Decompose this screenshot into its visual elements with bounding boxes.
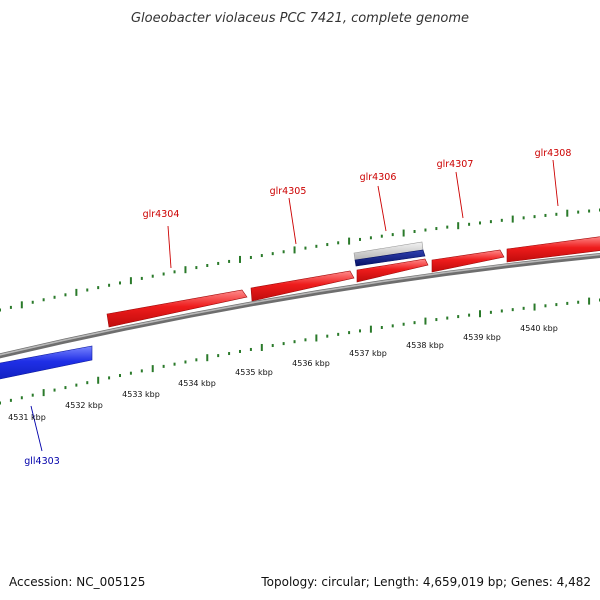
tick-label: 4534 kbp: [178, 379, 216, 388]
tick-label: 4531 kbp: [8, 413, 46, 422]
tick-label: 4537 kbp: [349, 349, 387, 358]
gene-glr4307[interactable]: [431, 249, 505, 273]
page-title: Gloeobacter violaceus PCC 7421, complete…: [131, 11, 469, 26]
gene-glr4306[interactable]: [353, 241, 426, 267]
gene-glr4306-forward[interactable]: [356, 258, 429, 283]
gene-label-glr4306: glr4306: [360, 172, 397, 183]
tick-label: 4539 kbp: [463, 333, 501, 342]
genome-backbone: [0, 252, 600, 359]
gene-glr4304[interactable]: [106, 289, 248, 328]
gene-glr4305[interactable]: [250, 270, 355, 302]
tick-label: 4532 kbp: [65, 401, 103, 410]
inner-tick-row: [0, 297, 600, 405]
gene-label-glr4305: glr4305: [270, 186, 307, 197]
tick-label: 4540 kbp: [520, 324, 558, 333]
gene-label-leaders: [30, 159, 559, 452]
gene-label-glr4308: glr4308: [535, 148, 572, 159]
gene-label-glr4307: glr4307: [437, 159, 474, 170]
accession-text: Accession: NC_005125: [9, 575, 145, 589]
tick-label: 4536 kbp: [292, 359, 330, 368]
tick-label: 4535 kbp: [235, 368, 273, 377]
outer-tick-row: [0, 208, 600, 312]
genome-summary-text: Topology: circular; Length: 4,659,019 bp…: [260, 575, 591, 589]
tick-label: 4538 kbp: [406, 341, 444, 350]
tick-label: 4533 kbp: [122, 390, 160, 399]
gene-label-gll4303: gll4303: [24, 456, 60, 467]
tick-labels: 4531 kbp 4532 kbp 4533 kbp 4534 kbp 4535 kbp…: [8, 324, 558, 422]
gene-gll4303[interactable]: [0, 345, 93, 380]
gene-glr4308[interactable]: [506, 236, 600, 263]
gene-label-glr4304: glr4304: [143, 209, 180, 220]
